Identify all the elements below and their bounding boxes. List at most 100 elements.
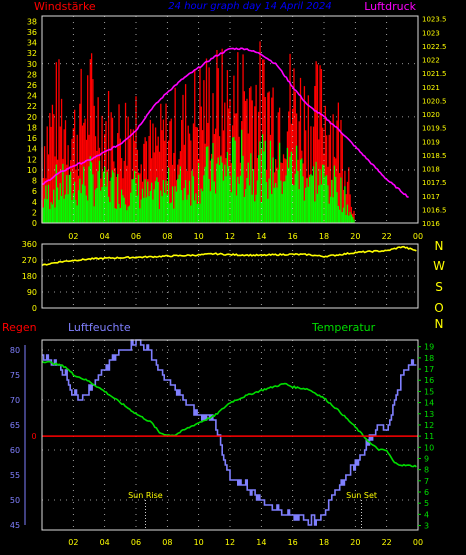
temperature-axis-tick-label: 16 xyxy=(424,376,434,385)
pressure-axis-tick-label: 1016 xyxy=(422,220,440,228)
direction-axis-tick-label: 180 xyxy=(22,272,37,281)
x-tick-label: 18 xyxy=(319,538,329,547)
panel1-frame xyxy=(41,15,419,224)
humidity-axis-tick-label: 80 xyxy=(10,346,20,355)
temperature-axis-tick-label: 18 xyxy=(424,354,434,363)
temperature-axis-tick-label: 11 xyxy=(424,432,434,441)
temperature-axis-tick-label: 19 xyxy=(424,343,434,352)
x-tick-label: 06 xyxy=(131,232,141,241)
temperature-axis-tick-label: 6 xyxy=(424,488,429,497)
x-tick-label: 04 xyxy=(100,538,110,547)
humidity-axis-tick-label: 70 xyxy=(10,396,20,405)
temperature-axis-tick-label: 13 xyxy=(424,410,434,419)
x-tick-label: 00 xyxy=(413,232,423,241)
temperature-axis-tick-label: 5 xyxy=(424,499,429,508)
x-tick-label: 18 xyxy=(319,232,329,241)
temperature-line xyxy=(41,360,417,468)
wind-axis-tick-label: 6 xyxy=(32,187,37,196)
panel3-center-label: Luftfeuchte xyxy=(68,321,131,334)
wind-axis-tick-label: 24 xyxy=(27,92,37,101)
pressure-axis-tick-label: 1020 xyxy=(422,111,440,119)
x-tick-label: 06 xyxy=(131,538,141,547)
pressure-axis-tick-label: 1019 xyxy=(422,138,440,146)
x-tick-label: 14 xyxy=(256,538,266,547)
panel2-direction-label-o: O xyxy=(434,301,443,315)
x-tick-label: 02 xyxy=(68,232,78,241)
panel2-direction-label-s: S xyxy=(435,280,443,294)
pressure-axis-tick-label: 1023.5 xyxy=(422,16,447,24)
wind-axis-tick-label: 4 xyxy=(32,198,37,207)
wind-axis-tick-label: 28 xyxy=(27,70,37,79)
wind-axis-tick-label: 12 xyxy=(27,155,37,164)
sun-marker-label: Sun Set xyxy=(346,491,377,500)
pressure-axis-tick-label: 1017 xyxy=(422,193,440,201)
temperature-axis-tick-label: 17 xyxy=(424,365,434,374)
x-tick-label: 10 xyxy=(194,232,204,241)
wind-direction-line xyxy=(41,245,417,267)
pressure-line xyxy=(42,47,409,199)
pressure-axis-tick-label: 1019.5 xyxy=(422,125,447,133)
humidity-axis-tick-label: 55 xyxy=(10,471,20,480)
wind-axis-tick-label: 20 xyxy=(27,113,37,122)
panel3-right-label: Temperatur xyxy=(311,321,376,334)
wind-axis-tick-label: 2 xyxy=(32,208,37,217)
x-tick-label: 02 xyxy=(68,538,78,547)
wind-axis-tick-label: 10 xyxy=(27,166,37,175)
direction-axis-tick-label: 0 xyxy=(32,304,37,313)
direction-axis-tick-label: 360 xyxy=(22,240,37,249)
humidity-axis-tick-label: 65 xyxy=(10,421,20,430)
x-tick-label: 08 xyxy=(162,232,172,241)
pressure-axis-tick-label: 1022.5 xyxy=(422,43,447,51)
wind-axis-tick-label: 14 xyxy=(27,145,37,154)
pressure-axis-tick-label: 1017.5 xyxy=(422,179,447,187)
humidity-axis-tick-label: 60 xyxy=(10,446,20,455)
wind-axis-tick-label: 32 xyxy=(27,49,37,58)
pressure-axis-tick-label: 1021 xyxy=(422,84,440,92)
wind-axis-tick-label: 0 xyxy=(32,219,37,228)
pressure-axis-tick-label: 1018 xyxy=(422,166,440,174)
panel1-title: 24 hour graph day 14 April 2024 xyxy=(168,1,331,12)
panel3-left-label: Regen xyxy=(2,321,37,334)
panel3-frame xyxy=(41,339,419,531)
temperature-axis-tick-label: 9 xyxy=(424,454,429,463)
pressure-axis-tick-label: 1021.5 xyxy=(422,70,447,78)
direction-axis-tick-label: 270 xyxy=(22,256,37,265)
x-tick-label: 20 xyxy=(350,538,360,547)
temperature-axis-tick-label: 14 xyxy=(424,399,434,408)
x-tick-label: 08 xyxy=(162,538,172,547)
rain-axis-label: 0 xyxy=(31,432,36,441)
panel1-right-label: Luftdruck xyxy=(364,0,416,13)
panel2-direction-label-w: W xyxy=(433,259,445,273)
temperature-axis-tick-label: 12 xyxy=(424,421,434,430)
panel2-direction-label-n2: N xyxy=(435,317,444,331)
pressure-axis-tick-label: 1018.5 xyxy=(422,152,447,160)
x-tick-label: 22 xyxy=(382,538,392,547)
direction-axis-tick-label: 90 xyxy=(27,288,37,297)
x-tick-label: 16 xyxy=(288,538,298,547)
panel2-direction-label-n1: N xyxy=(435,239,444,253)
temperature-axis-tick-label: 10 xyxy=(424,443,434,452)
x-tick-label: 12 xyxy=(225,232,235,241)
temperature-axis-tick-label: 15 xyxy=(424,387,434,396)
temperature-axis-tick-label: 4 xyxy=(424,510,429,519)
wind-axis-tick-label: 8 xyxy=(32,177,37,186)
wind-axis-tick-label: 30 xyxy=(27,60,37,69)
wind-axis-tick-label: 26 xyxy=(27,81,37,90)
x-tick-label: 10 xyxy=(194,538,204,547)
wind-axis-tick-label: 22 xyxy=(27,102,37,111)
temperature-axis-tick-label: 7 xyxy=(424,477,429,486)
humidity-line xyxy=(42,339,417,526)
sun-marker-label: Sun Rise xyxy=(128,491,163,500)
x-tick-label: 12 xyxy=(225,538,235,547)
humidity-axis-tick-label: 45 xyxy=(10,521,20,530)
x-tick-label: 20 xyxy=(350,232,360,241)
x-tick-label: 22 xyxy=(382,232,392,241)
panel1-left-label: Windstärke xyxy=(34,0,96,13)
wind-axis-tick-label: 36 xyxy=(27,28,37,37)
pressure-axis-tick-label: 1020.5 xyxy=(422,97,447,105)
temperature-axis-tick-label: 8 xyxy=(424,466,429,475)
x-tick-label: 00 xyxy=(413,538,423,547)
temperature-axis-tick-label: 3 xyxy=(424,522,429,531)
